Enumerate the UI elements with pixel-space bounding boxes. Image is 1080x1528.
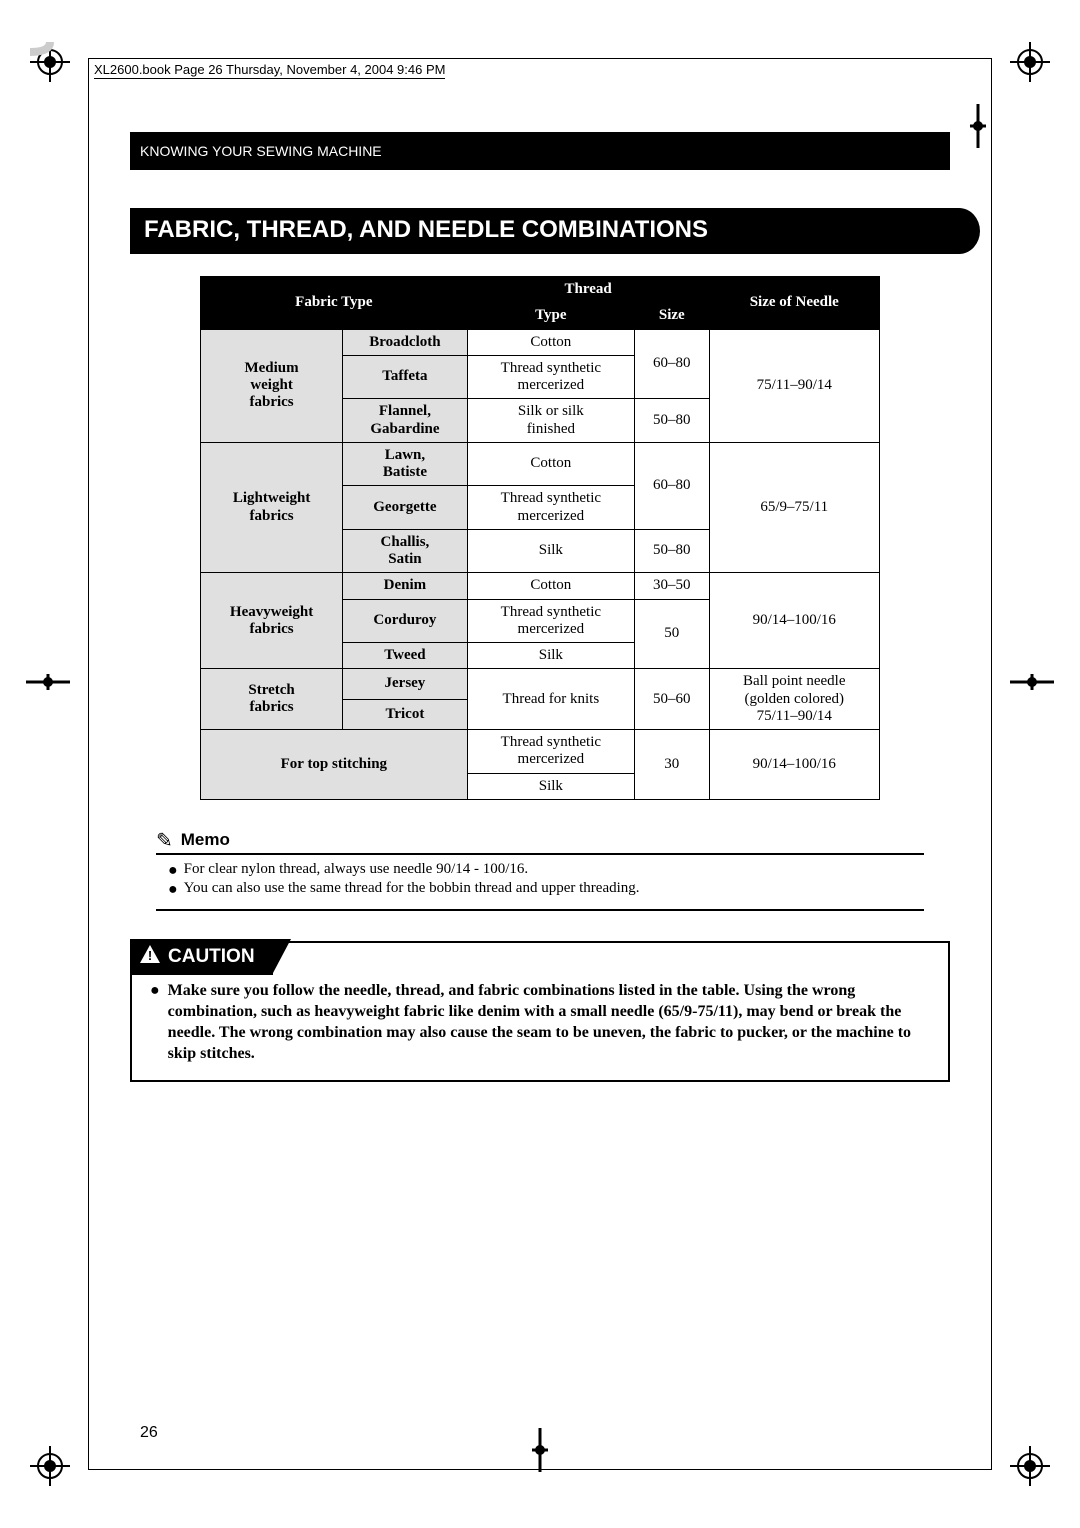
warning-icon: !	[140, 945, 160, 969]
reg-mark-left	[26, 660, 70, 704]
book-header: XL2600.book Page 26 Thursday, November 4…	[94, 62, 445, 79]
thread-cell: Thread syntheticmercerized	[467, 355, 634, 399]
memo-text: You can also use the same thread for the…	[184, 880, 640, 899]
pencil-icon: ✎	[156, 828, 173, 853]
fabric-cell: Lawn,Batiste	[343, 442, 468, 486]
svg-text:!: !	[148, 948, 152, 963]
thread-cell: Thread for knits	[467, 669, 634, 730]
thread-cell: Cotton	[467, 329, 634, 355]
fabric-cell: Broadcloth	[343, 329, 468, 355]
page-content: KNOWING YOUR SEWING MACHINE FABRIC, THRE…	[130, 132, 950, 1082]
fabric-cell: Challis,Satin	[343, 529, 468, 573]
size-cell: 60–80	[635, 442, 710, 529]
section-header: KNOWING YOUR SEWING MACHINE	[130, 132, 950, 170]
crop-mark-tr	[1010, 42, 1050, 82]
th-thread: Thread	[467, 277, 709, 303]
caution-body: Make sure you follow the needle, thread,…	[168, 981, 930, 1064]
group-label: Stretchfabrics	[201, 669, 343, 730]
thread-cell: Silk or silkfinished	[467, 399, 634, 443]
size-cell: 50–80	[635, 529, 710, 573]
reg-mark-right	[1010, 660, 1054, 704]
fabric-cell: Georgette	[343, 486, 468, 530]
memo-text: For clear nylon thread, always use needl…	[184, 861, 529, 880]
fabric-cell: Tricot	[343, 699, 468, 729]
crop-mark-bl	[30, 1446, 70, 1486]
size-cell: 60–80	[635, 329, 710, 399]
caution-text: ● Make sure you follow the needle, threa…	[150, 981, 930, 1064]
th-size: Size	[635, 303, 710, 329]
size-cell: 50	[635, 599, 710, 669]
group-label: Mediumweightfabrics	[201, 329, 343, 442]
thread-cell: Thread syntheticmercerized	[467, 599, 634, 643]
thread-cell: Cotton	[467, 573, 634, 599]
thread-cell: Silk	[467, 529, 634, 573]
combinations-table: Fabric Type Thread Size of Needle Type S…	[200, 276, 880, 800]
size-cell: 50–60	[635, 669, 710, 730]
page-title: FABRIC, THREAD, AND NEEDLE COMBINATIONS	[130, 208, 950, 254]
fabric-cell: Tweed	[343, 643, 468, 669]
caution-title: CAUTION	[168, 946, 255, 968]
needle-cell: 90/14–100/16	[709, 730, 879, 800]
size-cell: 50–80	[635, 399, 710, 443]
needle-cell: 75/11–90/14	[709, 329, 879, 442]
crop-mark-br	[1010, 1446, 1050, 1486]
fabric-cell: Taffeta	[343, 355, 468, 399]
bullet-icon: ●	[168, 880, 178, 899]
section-title: KNOWING YOUR SEWING MACHINE	[140, 143, 382, 159]
fabric-cell: Flannel,Gabardine	[343, 399, 468, 443]
thread-cell: Thread syntheticmercerized	[467, 486, 634, 530]
caution-block: ! CAUTION ● Make sure you follow the nee…	[130, 941, 950, 1082]
crop-mark-tl	[30, 42, 70, 82]
thread-cell: Silk	[467, 643, 634, 669]
thread-cell: Cotton	[467, 442, 634, 486]
memo-item: ● For clear nylon thread, always use need…	[156, 861, 924, 880]
size-cell: 30	[635, 730, 710, 800]
group-label: Heavyweightfabrics	[201, 573, 343, 669]
memo-item: ● You can also use the same thread for th…	[156, 880, 924, 899]
fabric-cell: Jersey	[343, 669, 468, 699]
memo-header: ✎ Memo	[156, 828, 924, 855]
page-number: 26	[140, 1424, 158, 1442]
thread-cell: Thread syntheticmercerized	[467, 730, 634, 774]
th-type: Type	[467, 303, 634, 329]
caution-tab: ! CAUTION	[130, 939, 273, 975]
needle-cell: 65/9–75/11	[709, 442, 879, 573]
fabric-cell: Denim	[343, 573, 468, 599]
needle-cell: 90/14–100/16	[709, 573, 879, 669]
fabric-cell: Corduroy	[343, 599, 468, 643]
memo-block: ✎ Memo ● For clear nylon thread, always u…	[156, 828, 924, 911]
group-label: For top stitching	[201, 730, 468, 800]
size-cell: 30–50	[635, 573, 710, 599]
group-label: Lightweightfabrics	[201, 442, 343, 573]
bullet-icon: ●	[150, 981, 160, 1064]
th-needle: Size of Needle	[709, 277, 879, 330]
bullet-icon: ●	[168, 861, 178, 880]
needle-cell: Ball point needle(golden colored)75/11–9…	[709, 669, 879, 730]
title-text: FABRIC, THREAD, AND NEEDLE COMBINATIONS	[144, 216, 708, 243]
thread-cell: Silk	[467, 773, 634, 799]
memo-title: Memo	[181, 828, 236, 852]
th-fabric: Fabric Type	[201, 277, 468, 330]
